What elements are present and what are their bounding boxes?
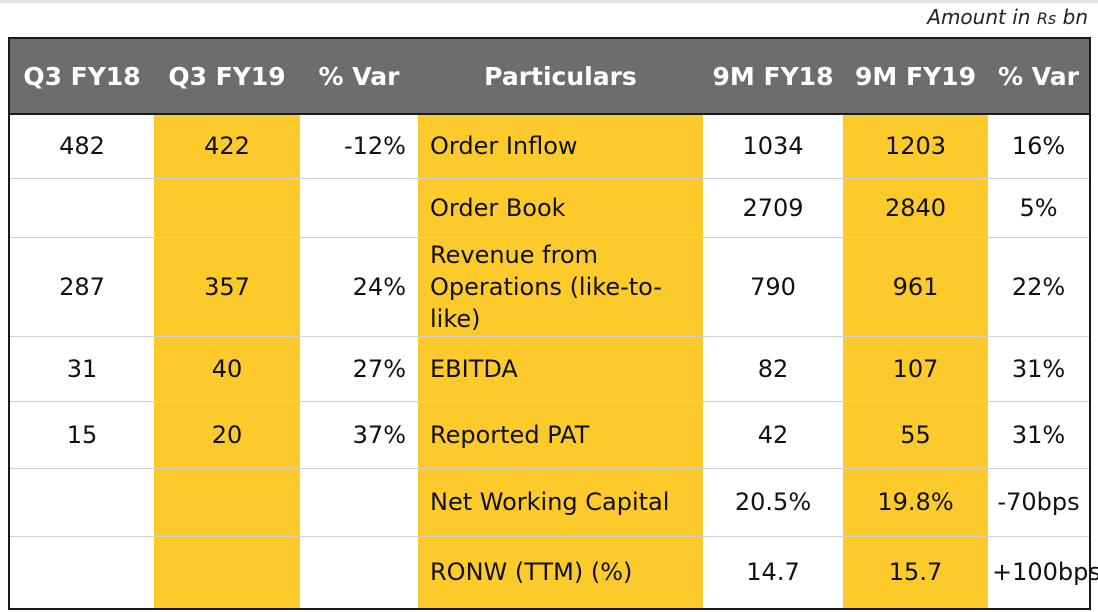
cell-particular: EBITDA <box>418 336 703 402</box>
cell-9mfy18: 790 <box>703 237 843 337</box>
table-header-row: Q3 FY18 Q3 FY19 % Var Particulars 9M FY1… <box>9 38 1090 115</box>
unit-note-prefix: Amount in <box>927 5 1037 29</box>
cell-q3fy19 <box>154 536 300 609</box>
table-row: 482 422 -12% Order Inflow 1034 1203 16% <box>9 114 1090 179</box>
cell-quarter-var <box>300 468 418 537</box>
table-row: Order Book 2709 2840 5% <box>9 178 1090 238</box>
cell-q3fy19: 20 <box>154 401 300 469</box>
cell-q3fy19: 40 <box>154 336 300 402</box>
cell-particular: Revenue from Operations (like-to-like) <box>418 237 703 337</box>
cell-9mfy19: 55 <box>843 401 988 469</box>
col-header-particulars: Particulars <box>418 38 703 115</box>
table-row: 31 40 27% EBITDA 82 107 31% <box>9 336 1090 402</box>
cell-quarter-var <box>300 536 418 609</box>
cell-particular: Order Inflow <box>418 114 703 179</box>
cell-quarter-var <box>300 178 418 238</box>
col-header-9mfy19: 9M FY19 <box>843 38 988 115</box>
cell-q3fy18 <box>9 536 154 609</box>
cell-quarter-var: 24% <box>300 237 418 337</box>
cell-q3fy18 <box>9 468 154 537</box>
financial-summary-table: Q3 FY18 Q3 FY19 % Var Particulars 9M FY1… <box>8 37 1098 610</box>
cell-q3fy19 <box>154 178 300 238</box>
cell-9mfy19: 961 <box>843 237 988 337</box>
cell-9m-var: 31% <box>988 336 1090 402</box>
cell-9m-var: 5% <box>988 178 1090 238</box>
cell-9m-var: 31% <box>988 401 1090 469</box>
cell-9mfy19: 107 <box>843 336 988 402</box>
cell-9mfy18: 20.5% <box>703 468 843 537</box>
col-header-9m-var: % Var <box>988 38 1090 115</box>
table-row: Net Working Capital 20.5% 19.8% -70bps <box>9 468 1090 537</box>
cell-q3fy18: 482 <box>9 114 154 179</box>
cell-particular: RONW (TTM) (%) <box>418 536 703 609</box>
cell-9mfy18: 42 <box>703 401 843 469</box>
table-row: 287 357 24% Revenue from Operations (lik… <box>9 237 1090 337</box>
col-header-9mfy18: 9M FY18 <box>703 38 843 115</box>
cell-quarter-var: 27% <box>300 336 418 402</box>
table-row: RONW (TTM) (%) 14.7 15.7 +100bps <box>9 536 1098 609</box>
unit-note: Amount in Rs bn <box>927 5 1088 29</box>
col-header-q3fy18: Q3 FY18 <box>9 38 154 115</box>
table-row: 15 20 37% Reported PAT 42 55 31% <box>9 401 1090 469</box>
cell-particular: Reported PAT <box>418 401 703 469</box>
col-header-quarter-var: % Var <box>300 38 418 115</box>
cell-9mfy19: 2840 <box>843 178 988 238</box>
cell-9mfy19: 15.7 <box>843 536 988 609</box>
cell-9m-var: +100bps <box>992 558 1098 587</box>
cell-9m-var: 22% <box>988 237 1090 337</box>
cell-9mfy18: 2709 <box>703 178 843 238</box>
cell-9m-var: -70bps <box>988 468 1090 537</box>
unit-note-currency: Rs <box>1036 9 1057 28</box>
col-header-q3fy19: Q3 FY19 <box>154 38 300 115</box>
cell-q3fy19 <box>154 468 300 537</box>
unit-note-suffix: bn <box>1056 5 1088 29</box>
cell-q3fy18 <box>9 178 154 238</box>
cell-9mfy18: 1034 <box>703 114 843 179</box>
top-divider <box>0 0 1098 3</box>
cell-9mfy18: 82 <box>703 336 843 402</box>
cell-9mfy19: 19.8% <box>843 468 988 537</box>
cell-quarter-var: -12% <box>300 114 418 179</box>
cell-9m-var: 16% <box>988 114 1090 179</box>
cell-quarter-var: 37% <box>300 401 418 469</box>
cell-q3fy18: 15 <box>9 401 154 469</box>
cell-9mfy18: 14.7 <box>746 558 800 587</box>
cell-q3fy18: 31 <box>9 336 154 402</box>
cell-particular: Order Book <box>418 178 703 238</box>
cell-q3fy19: 357 <box>154 237 300 337</box>
cell-q3fy19: 422 <box>154 114 300 179</box>
cell-q3fy18: 287 <box>9 237 154 337</box>
cell-particular: Net Working Capital <box>418 468 703 537</box>
cell-9mfy19: 1203 <box>843 114 988 179</box>
